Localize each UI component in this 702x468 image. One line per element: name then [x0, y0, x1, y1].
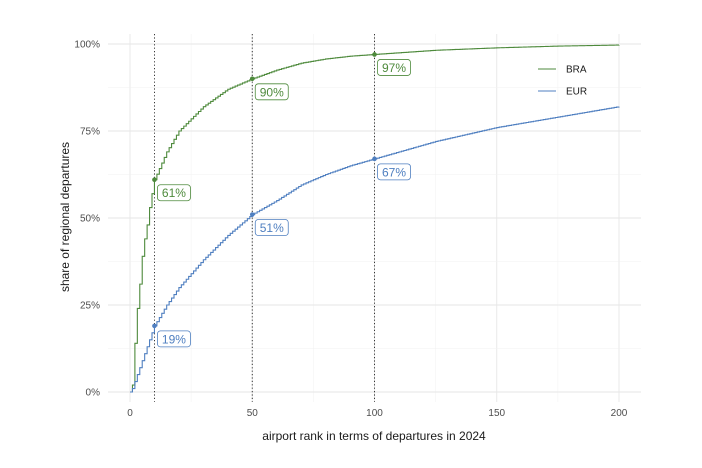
annotation-label-box: [377, 59, 411, 76]
legend-label-eur: EUR: [566, 87, 587, 98]
annotation-label-box: [254, 83, 289, 101]
y-tick-label: 100%: [74, 40, 100, 51]
annotation-point: [152, 177, 157, 183]
x-tick-label: 0: [127, 408, 133, 419]
annotation-label: 61%: [162, 186, 186, 200]
x-tick-label: 150: [488, 408, 505, 419]
y-tick-label: 50%: [80, 214, 100, 225]
x-tick-label: 200: [611, 408, 628, 419]
annotation-label: 51%: [260, 221, 284, 235]
y-tick-label: 0%: [86, 388, 101, 399]
legend-label-bra: BRA: [566, 65, 587, 76]
annotation-label-box: [157, 184, 191, 202]
annotation-point: [152, 323, 157, 329]
annotation-label-box: [157, 330, 191, 348]
annotation-label: 90%: [260, 85, 284, 99]
annotation-label: 19%: [162, 332, 186, 346]
annotation-label-box: [377, 163, 411, 181]
annotation-points: [152, 52, 377, 329]
annotation-point: [372, 52, 377, 57]
annotation-label-box: [254, 219, 289, 236]
x-tick-label: 100: [366, 408, 383, 419]
annotation-labels: 61% 90% 97% 19% 51% 67%: [157, 59, 411, 348]
x-axis-title: airport rank in terms of departures in 2…: [262, 429, 486, 443]
annotation-point: [372, 156, 377, 162]
y-tick-label: 75%: [80, 127, 100, 138]
legend: BRA EUR: [538, 65, 587, 98]
y-axis-title: share of regional departures: [58, 142, 72, 292]
x-tick-label: 50: [247, 408, 259, 419]
reference-lines: [153, 34, 375, 402]
annotation-label: 67%: [382, 165, 406, 179]
annotation-point: [249, 212, 255, 217]
y-tick-label: 25%: [80, 301, 100, 312]
y-axis-ticks: 0% 25% 50% 75% 100%: [74, 40, 100, 399]
x-axis-ticks: 0 50 100 150 200: [127, 408, 628, 419]
annotation-label: 97%: [382, 61, 406, 75]
annotation-point: [249, 76, 255, 82]
